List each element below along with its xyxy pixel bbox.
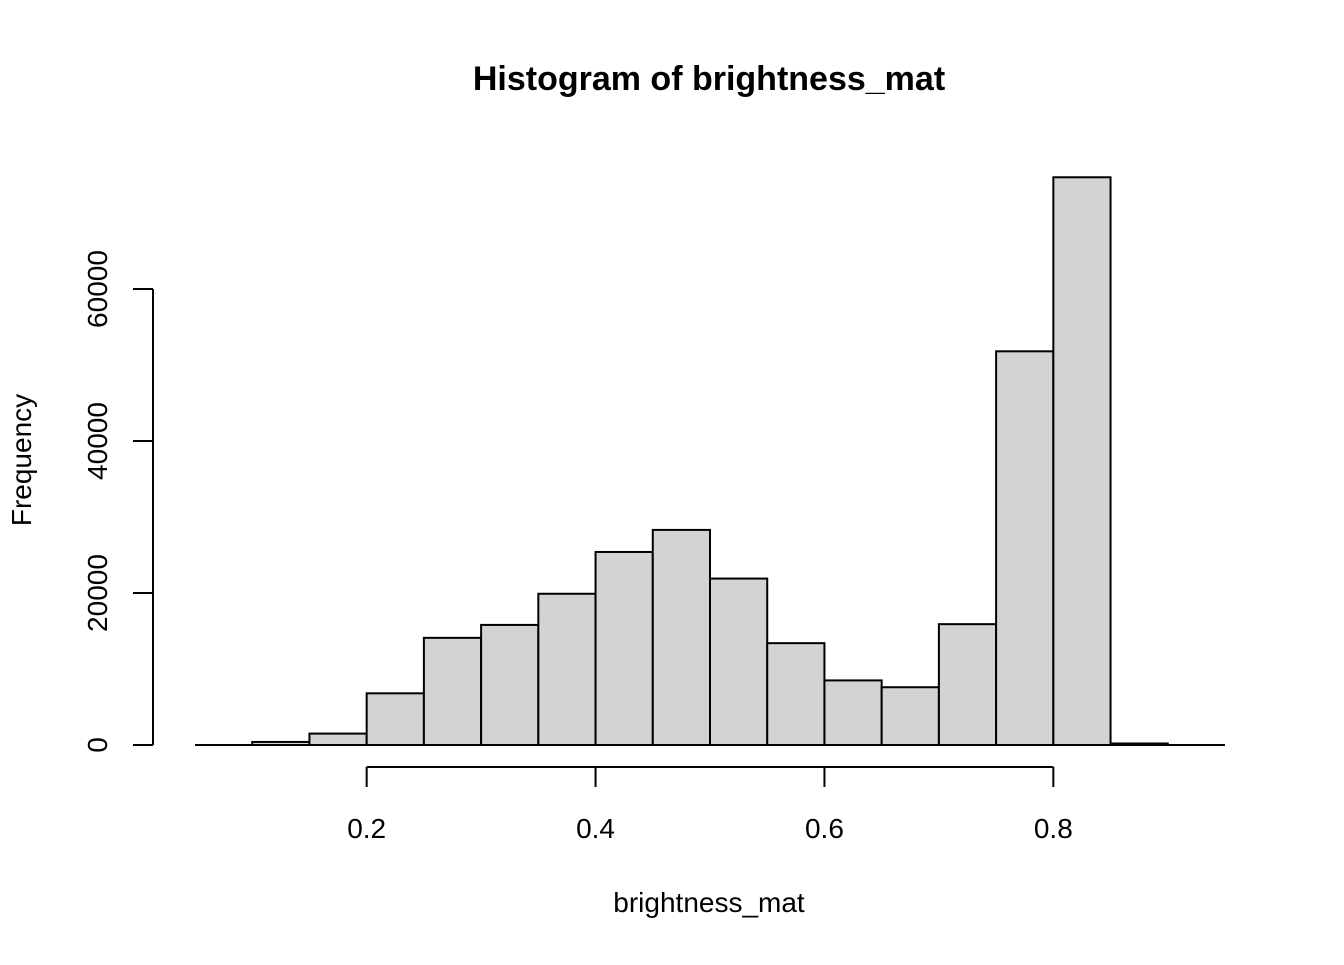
- chart-title: Histogram of brightness_mat: [473, 60, 945, 98]
- histogram-bar: [1052, 176, 1112, 746]
- histogram-bar: [594, 550, 654, 747]
- histogram-bar: [880, 686, 940, 746]
- y-tick-label: 0: [82, 737, 113, 753]
- histogram-bar: [651, 528, 711, 746]
- y-axis: 0 20000 40000 60000: [82, 250, 154, 753]
- histogram-bar: [537, 592, 597, 747]
- bars-group: [195, 176, 1225, 747]
- y-tick-label: 60000: [82, 250, 113, 328]
- histogram-bar: [422, 636, 483, 747]
- y-tick-label: 20000: [82, 554, 113, 632]
- x-tick-label: 0.2: [347, 813, 386, 844]
- histogram-bar: [308, 732, 368, 746]
- y-tick-label: 40000: [82, 402, 113, 480]
- x-tick-label: 0.8: [1034, 813, 1073, 844]
- x-tick-label: 0.6: [805, 813, 844, 844]
- x-axis-label: brightness_mat: [613, 887, 805, 918]
- histogram-bar: [365, 692, 425, 747]
- histogram-bar: [995, 350, 1055, 746]
- y-axis-label: Frequency: [6, 394, 37, 526]
- histogram-bar: [766, 642, 826, 746]
- histogram-bar: [937, 623, 998, 746]
- histogram-bar: [480, 623, 540, 746]
- x-axis: 0.2 0.4 0.6 0.8: [347, 766, 1073, 844]
- histogram-bar: [709, 577, 769, 746]
- x-tick-label: 0.4: [576, 813, 615, 844]
- histogram-bar: [823, 679, 883, 747]
